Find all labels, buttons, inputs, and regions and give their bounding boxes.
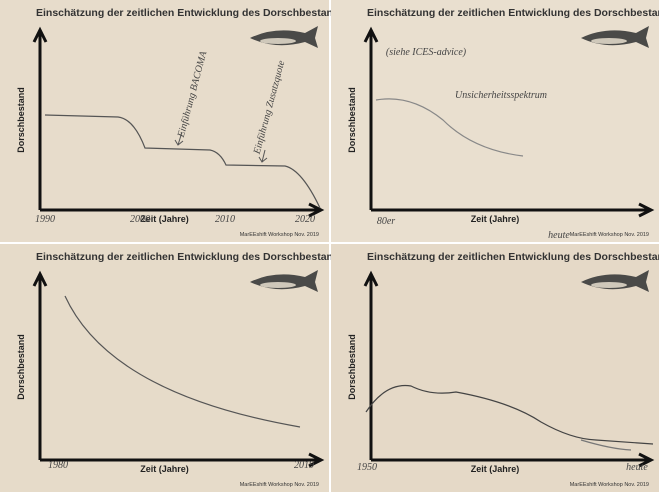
worksheet: Einschätzung der zeitlichen Entwicklung … [331, 0, 659, 242]
handwritten-note: heute [548, 230, 570, 241]
y-axis-label: Dorschbestand [347, 334, 357, 400]
handwritten-note: 1950 [357, 462, 377, 473]
x-axis-label: Zeit (Jahre) [140, 214, 189, 224]
note-arrow [258, 149, 268, 163]
hand-drawn-curve [580, 439, 632, 451]
fish-belly [260, 38, 296, 44]
y-axis-label: Dorschbestand [16, 87, 26, 153]
worksheet-title: Einschätzung der zeitlichen Entwicklung … [36, 7, 351, 19]
handwritten-note: 2000 [130, 214, 150, 225]
y-axis-label: Dorschbestand [347, 87, 357, 153]
handwritten-note: 2019 [294, 460, 314, 471]
x-axis [40, 452, 325, 468]
handwritten-note: 2010 [215, 214, 235, 225]
x-axis [40, 202, 325, 218]
hand-drawn-curve [64, 295, 301, 428]
handwritten-note: (siehe ICES-advice) [386, 47, 467, 58]
x-axis-label: Zeit (Jahre) [471, 464, 520, 474]
hand-drawn-curve [44, 114, 321, 209]
handwritten-note: 1990 [35, 214, 55, 225]
x-axis [371, 452, 655, 468]
worksheet-title: Einschätzung der zeitlichen Entwicklung … [36, 251, 351, 263]
handwritten-note: 80er [377, 216, 395, 227]
fish-belly [591, 38, 627, 44]
handwritten-note: 1980 [48, 460, 68, 471]
hand-drawn-curve [375, 98, 524, 157]
fish-belly [260, 282, 296, 288]
y-axis [32, 270, 48, 460]
x-axis-label: Zeit (Jahre) [471, 214, 520, 224]
worksheet: Einschätzung der zeitlichen Entwicklung … [0, 0, 351, 242]
worksheet: Einschätzung der zeitlichen Entwicklung … [0, 244, 351, 492]
worksheet-title: Einschätzung der zeitlichen Entwicklung … [367, 7, 659, 19]
worksheet: Einschätzung der zeitlichen Entwicklung … [331, 244, 659, 492]
footer: MarEEshift Workshop Nov. 2019 [240, 482, 319, 488]
y-axis-label: Dorschbestand [16, 334, 26, 400]
handwritten-note: heute [626, 462, 648, 473]
note-arrow [174, 131, 184, 146]
footer: MarEEshift Workshop Nov. 2019 [240, 232, 319, 238]
footer: MarEEshift Workshop Nov. 2019 [570, 482, 649, 488]
y-axis [363, 270, 379, 460]
x-axis [371, 202, 655, 218]
worksheet-title: Einschätzung der zeitlichen Entwicklung … [367, 251, 659, 263]
y-axis [363, 26, 379, 210]
x-axis-label: Zeit (Jahre) [140, 464, 189, 474]
handwritten-note: 2020 [295, 214, 315, 225]
handwritten-note: Unsicherheitsspektrum [455, 90, 547, 101]
hand-drawn-curve [365, 384, 654, 445]
y-axis [32, 26, 48, 210]
fish-belly [591, 282, 627, 288]
footer: MarEEshift Workshop Nov. 2019 [570, 232, 649, 238]
